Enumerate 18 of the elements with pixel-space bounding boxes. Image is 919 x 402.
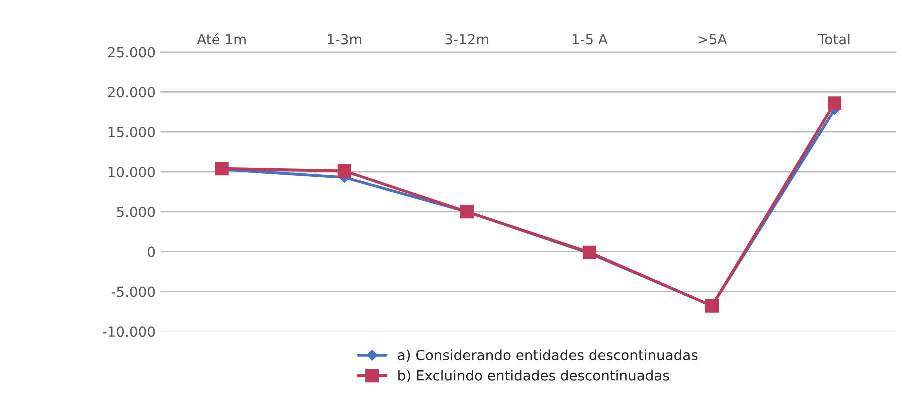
x-tick-label: Total — [818, 34, 850, 45]
point — [828, 96, 842, 110]
y-tick-label: 10.000 — [108, 166, 156, 178]
y-tick-label: 20.000 — [108, 87, 156, 98]
x-tick-label: 1-5 A — [572, 34, 608, 45]
x-tick-label: Até 1m — [197, 33, 246, 45]
y-tick-label: 15.000 — [108, 127, 156, 138]
point — [338, 164, 352, 178]
y-tick-label: 5.000 — [117, 206, 156, 218]
legend-label: b) Excluindo entidades descontinuadas — [398, 370, 670, 383]
y-tick-label: -5.000 — [112, 286, 156, 298]
x-tick-label: 3-12m — [446, 34, 489, 45]
x-tick-label: >5A — [698, 34, 728, 45]
y-tick-label: -10.000 — [103, 326, 156, 338]
y-tick-label: 25.000 — [108, 47, 156, 58]
legend-label: a) Considerando entidades descontinuadas — [398, 350, 698, 362]
y-tick-label: 0 — [148, 246, 156, 258]
x-tick-label: 1-3m — [328, 34, 362, 45]
